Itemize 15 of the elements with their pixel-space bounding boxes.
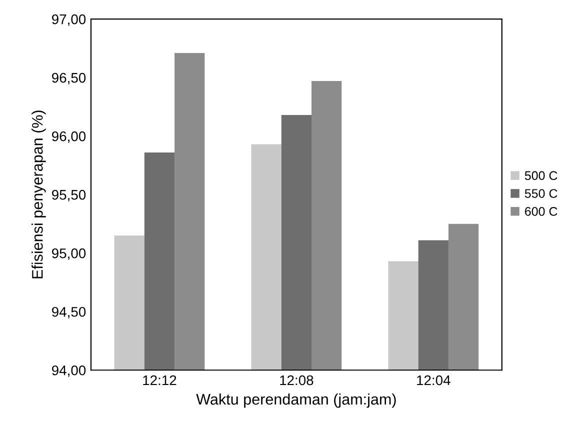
legend-label: 500 C bbox=[524, 171, 558, 180]
y-tick-label: 95,00 bbox=[52, 248, 86, 260]
y-tick-label: 95,50 bbox=[52, 190, 86, 202]
y-axis-title: Efisiensi penyerapan (%) bbox=[32, 110, 46, 278]
y-tick-label: 96,50 bbox=[52, 72, 86, 84]
x-axis-title: Waktu perendaman (jam:jam) bbox=[196, 393, 396, 408]
x-tick-label: 12:12 bbox=[143, 375, 176, 386]
y-tick-label: 94,00 bbox=[52, 365, 86, 377]
y-tick-label: 96,00 bbox=[52, 131, 86, 143]
x-tick-label: 12:04 bbox=[417, 375, 450, 386]
y-tick-label: 97,00 bbox=[52, 14, 86, 26]
x-tick-label: 12:08 bbox=[280, 375, 314, 386]
legend-label: 600 C bbox=[525, 206, 558, 216]
legend-label: 550 C bbox=[524, 189, 558, 198]
y-tick-label: 94,50 bbox=[52, 306, 86, 318]
